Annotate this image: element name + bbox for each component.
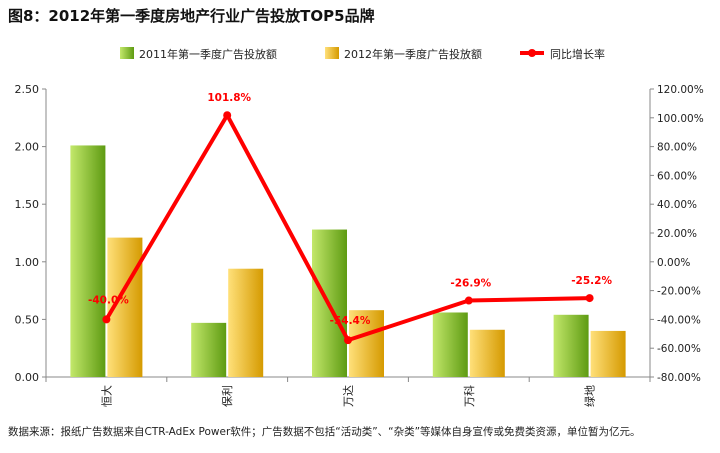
- growth-line-layer: [102, 111, 594, 345]
- left-tick-label: 0.50: [15, 313, 40, 326]
- bar-2012: [590, 330, 626, 377]
- legend-item: 2012年第一季度广告投放额: [325, 47, 482, 61]
- right-tick-label: 40.00%: [657, 199, 697, 211]
- category-label: 恒大: [99, 385, 113, 407]
- bar-2011: [70, 145, 106, 377]
- legend-label: 同比增长率: [550, 47, 605, 61]
- right-tick-label: -20.00%: [657, 286, 701, 298]
- right-tick-label: -80.00%: [657, 372, 701, 384]
- growth-rate-label: -26.9%: [450, 278, 491, 290]
- legend-item: 2011年第一季度广告投放额: [120, 47, 277, 61]
- combo-chart: 2011年第一季度广告投放额 2012年第一季度广告投放额 同比增长率 0.000.…: [15, 47, 704, 407]
- bar-2012: [228, 268, 264, 377]
- right-tick-label: 0.00%: [657, 257, 690, 269]
- source-note: 数据来源：报纸广告数据来自CTR-AdEx Power软件；广告数据不包括“活动…: [8, 426, 641, 438]
- category-label: 保利: [220, 385, 234, 407]
- category-label: 绿地: [583, 385, 597, 407]
- left-tick-label: 1.50: [15, 198, 40, 211]
- right-tick-label: 20.00%: [657, 228, 697, 240]
- category-label: 万科: [462, 385, 476, 407]
- growth-rate-label: -40.0%: [88, 294, 129, 306]
- legend-swatch: [120, 47, 134, 59]
- legend-marker: [528, 49, 536, 57]
- data-labels: -40.0% 101.8% -54.4% -26.9% -25.2%: [88, 92, 612, 327]
- right-tick-label: -40.00%: [657, 314, 701, 326]
- growth-rate-point: [102, 315, 111, 324]
- legend-label: 2012年第一季度广告投放额: [344, 47, 482, 61]
- legend: 2011年第一季度广告投放额 2012年第一季度广告投放额 同比增长率: [120, 47, 605, 61]
- left-tick-label: 1.00: [15, 256, 40, 269]
- growth-rate-label: -25.2%: [571, 275, 612, 287]
- legend-label: 2011年第一季度广告投放额: [139, 47, 277, 61]
- bar-2011: [432, 312, 468, 377]
- bar-2011: [553, 314, 589, 377]
- growth-rate-line: [104, 113, 590, 343]
- growth-rate-point: [223, 111, 232, 120]
- growth-rate-label: 101.8%: [207, 92, 251, 104]
- bar-2012: [469, 329, 505, 377]
- right-tick-label: 120.00%: [657, 84, 704, 96]
- growth-rate-label: -54.4%: [330, 315, 371, 327]
- left-tick-label: 2.00: [15, 141, 40, 154]
- right-tick-label: -60.00%: [657, 343, 701, 355]
- bar-2011: [191, 322, 227, 377]
- axes: 0.00 0.50 1.00 1.50 2.00 2.50 -80.00% -60.00% -4…: [15, 83, 704, 407]
- category-label: 万达: [342, 385, 355, 407]
- left-tick-label: 0.00: [15, 371, 40, 384]
- right-tick-label: 60.00%: [657, 170, 697, 182]
- legend-item: 同比增长率: [520, 47, 605, 61]
- legend-swatch: [325, 47, 339, 59]
- chart-title: 图8：2012年第一季度房地产行业广告投放TOP5品牌: [8, 7, 375, 25]
- growth-rate-point: [344, 336, 352, 345]
- bars: [70, 145, 626, 377]
- growth-rate-point: [464, 296, 473, 305]
- growth-rate-point: [585, 294, 594, 303]
- left-tick-label: 2.50: [15, 83, 40, 96]
- right-tick-label: 100.00%: [657, 113, 704, 125]
- right-tick-label: 80.00%: [657, 142, 697, 154]
- bar-2012: [349, 310, 384, 377]
